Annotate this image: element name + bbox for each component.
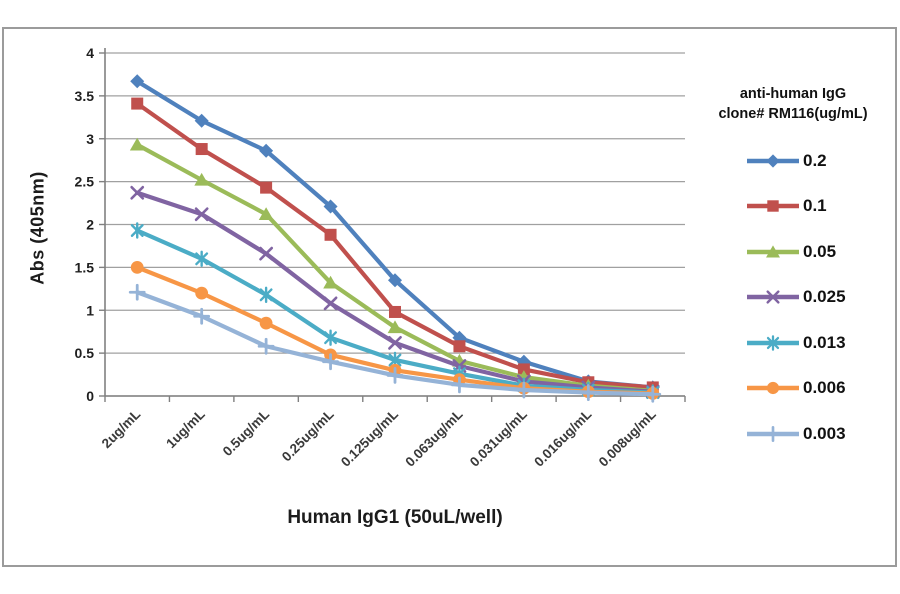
y-tick-label: 1 bbox=[86, 302, 94, 318]
marker-triangle bbox=[323, 275, 338, 289]
marker-plus bbox=[451, 376, 468, 394]
marker-plus bbox=[644, 385, 662, 403]
x-axis-title: Human IgG1 (50uL/well) bbox=[287, 507, 503, 528]
marker-asterisk bbox=[195, 250, 209, 267]
y-tick-label: 2.5 bbox=[75, 174, 95, 190]
marker-plus bbox=[765, 425, 781, 442]
legend-item-0.025: 0.025 bbox=[688, 275, 898, 321]
legend-title-line1: anti-human IgG bbox=[739, 86, 847, 102]
marker-asterisk bbox=[766, 334, 780, 351]
marker-square bbox=[767, 200, 779, 212]
x-tick-label: 0.063ug/mL bbox=[402, 407, 465, 470]
legend-item-0.003: 0.003 bbox=[688, 411, 898, 457]
y-tick-label: 0 bbox=[86, 388, 94, 404]
marker-square bbox=[324, 228, 337, 241]
legend-item-0.006: 0.006 bbox=[688, 366, 898, 412]
legend-title-line2: clone# RM116(ug/mL) bbox=[718, 106, 868, 122]
y-axis-title: Abs (405nm) bbox=[27, 171, 48, 285]
legend-item-0.2: 0.2 bbox=[688, 138, 898, 184]
marker-circle bbox=[766, 382, 780, 395]
legend-label: 0.006 bbox=[803, 378, 846, 398]
marker-diamond bbox=[323, 199, 338, 214]
marker-x bbox=[259, 246, 274, 261]
marker-square bbox=[453, 340, 466, 353]
legend-marker-circle-icon bbox=[747, 382, 799, 395]
marker-diamond bbox=[130, 74, 145, 89]
marker-asterisk bbox=[130, 222, 144, 239]
marker-triangle bbox=[194, 172, 210, 186]
marker-asterisk bbox=[324, 329, 338, 346]
y-tick-label: 3 bbox=[86, 131, 94, 147]
marker-circle bbox=[130, 260, 144, 274]
legend-marker-triangle-icon bbox=[747, 245, 799, 258]
marker-circle bbox=[259, 316, 273, 330]
marker-plus bbox=[193, 307, 211, 325]
x-tick-label: 0.016ug/mL bbox=[531, 407, 594, 470]
y-tick-label: 1.5 bbox=[75, 259, 95, 275]
legend-label: 0.2 bbox=[803, 150, 827, 170]
series-0.003 bbox=[128, 283, 662, 403]
marker-square bbox=[389, 305, 401, 318]
marker-triangle bbox=[258, 207, 274, 220]
x-tick-label: 0.125ug/mL bbox=[338, 407, 401, 470]
x-tick-label: 0.008ug/mL bbox=[596, 407, 659, 470]
x-tick-label: 1ug/mL bbox=[163, 407, 208, 452]
marker-plus bbox=[322, 353, 339, 371]
marker-x bbox=[194, 207, 209, 222]
marker-x bbox=[323, 296, 338, 311]
marker-diamond bbox=[388, 273, 402, 288]
legend-item-0.05: 0.05 bbox=[688, 229, 898, 275]
marker-square bbox=[260, 181, 273, 194]
series-0.2 bbox=[130, 74, 660, 395]
legend-label: 0.025 bbox=[803, 287, 846, 307]
marker-x bbox=[388, 335, 402, 350]
legend-marker-square-icon bbox=[747, 200, 799, 212]
y-tick-label: 3.5 bbox=[75, 88, 95, 104]
legend-marker-x-icon bbox=[747, 290, 799, 304]
marker-diamond bbox=[259, 143, 274, 158]
marker-triangle bbox=[129, 137, 145, 151]
legend-marker-asterisk-icon bbox=[747, 334, 799, 351]
x-tick-label: 0.5ug/mL bbox=[220, 407, 273, 460]
marker-diamond bbox=[194, 113, 209, 128]
marker-plus bbox=[257, 337, 275, 355]
legend-item-0.013: 0.013 bbox=[688, 320, 898, 366]
legend-marker-plus-icon bbox=[747, 425, 799, 442]
marker-x bbox=[130, 185, 145, 200]
marker-square bbox=[131, 97, 144, 110]
marker-plus bbox=[128, 283, 146, 301]
marker-triangle bbox=[387, 320, 403, 334]
x-tick-label: 0.031ug/mL bbox=[467, 407, 530, 470]
legend-label: 0.013 bbox=[803, 332, 846, 352]
marker-square bbox=[517, 363, 530, 376]
legend-marker-diamond-icon bbox=[747, 154, 799, 168]
marker-square bbox=[195, 143, 208, 156]
marker-circle bbox=[195, 286, 209, 300]
marker-triangle bbox=[766, 245, 780, 258]
legend-item-0.1: 0.1 bbox=[688, 184, 898, 230]
series-0.1 bbox=[131, 97, 659, 394]
legend-label: 0.1 bbox=[803, 196, 827, 216]
marker-plus bbox=[579, 384, 597, 401]
legend-title: anti-human IgG clone# RM116(ug/mL) bbox=[688, 84, 898, 124]
marker-diamond bbox=[766, 154, 780, 168]
y-tick-label: 0.5 bbox=[75, 345, 95, 361]
x-tick-label: 0.25ug/mL bbox=[279, 407, 337, 465]
marker-plus bbox=[386, 367, 404, 384]
marker-asterisk bbox=[259, 286, 273, 304]
legend-label: 0.003 bbox=[803, 423, 846, 443]
y-tick-label: 4 bbox=[86, 45, 94, 61]
legend: anti-human IgG clone# RM116(ug/mL) 0.2 0.… bbox=[688, 84, 898, 457]
legend-label: 0.05 bbox=[803, 241, 837, 261]
marker-x bbox=[766, 290, 780, 304]
marker-plus bbox=[515, 381, 533, 399]
x-tick-label: 2ug/mL bbox=[99, 407, 144, 452]
legend-items: 0.2 0.1 0.05 0.025 0.013 0.006 0.003 bbox=[688, 138, 898, 457]
y-tick-label: 2 bbox=[86, 217, 94, 233]
